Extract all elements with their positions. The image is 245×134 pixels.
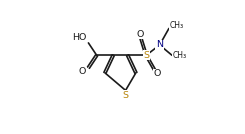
Text: S: S <box>143 51 149 60</box>
Text: CH₃: CH₃ <box>169 21 184 30</box>
Text: HO: HO <box>72 33 86 42</box>
Text: O: O <box>79 67 86 76</box>
Text: N: N <box>156 40 163 49</box>
Text: O: O <box>137 30 144 39</box>
Text: S: S <box>122 90 129 100</box>
Text: CH₃: CH₃ <box>172 51 187 60</box>
Text: O: O <box>153 69 161 78</box>
